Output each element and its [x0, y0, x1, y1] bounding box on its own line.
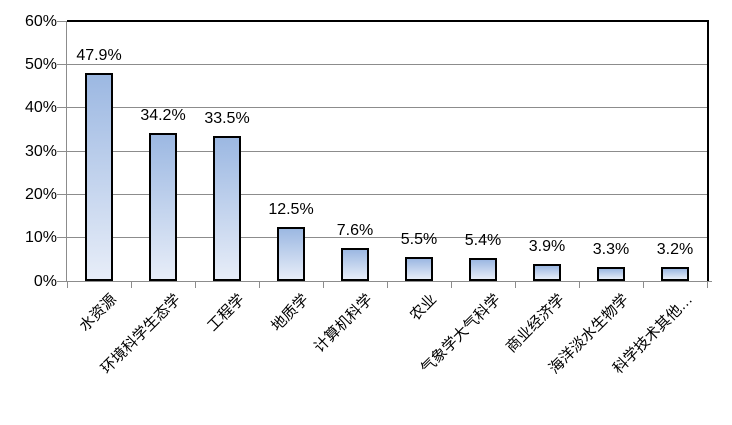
x-axis-tick — [515, 282, 516, 288]
bar-value-label-9: 3.3% — [592, 240, 630, 258]
bar-value-label-5: 7.6% — [336, 222, 374, 240]
y-axis-tick — [57, 150, 67, 152]
gridline — [67, 237, 707, 239]
gridline — [67, 63, 707, 65]
plot-area-border — [67, 20, 709, 281]
y-axis-tick-label: 60% — [24, 12, 57, 30]
x-axis-category-label-3: 工程学 — [204, 291, 249, 335]
x-axis-line — [66, 281, 712, 282]
y-axis-tick-label: 40% — [24, 99, 57, 117]
y-axis-tick-label: 10% — [24, 229, 57, 247]
bar-value-label-8: 3.9% — [528, 238, 566, 256]
x-axis-tick — [131, 282, 132, 288]
bar-9 — [597, 266, 625, 281]
gridline — [67, 107, 707, 109]
x-axis-category-label-8: 商业经济学 — [502, 291, 569, 357]
y-axis-tick — [57, 280, 67, 282]
bar-5 — [341, 248, 369, 281]
bar-10 — [661, 267, 689, 281]
bar-value-label-4: 12.5% — [268, 200, 314, 218]
bar-value-label-2: 34.2% — [140, 106, 186, 124]
bar-8 — [533, 264, 561, 281]
bar-7 — [469, 257, 497, 281]
bar-3 — [213, 135, 241, 281]
bar-1 — [85, 73, 113, 281]
y-axis-tick — [57, 193, 67, 195]
gridline — [67, 150, 707, 152]
bar-value-label-3: 33.5% — [204, 109, 250, 127]
x-axis-tick — [323, 282, 324, 288]
x-axis-tick — [707, 282, 708, 288]
bar-value-label-6: 5.5% — [400, 231, 438, 249]
x-axis-category-label-4: 地质学 — [268, 291, 313, 335]
x-axis-category-label-1: 水资源 — [76, 291, 121, 335]
y-axis-tick-label: 0% — [33, 272, 57, 290]
x-axis-category-label-6: 农业 — [406, 291, 441, 325]
y-axis-tick-label: 20% — [24, 185, 57, 203]
gridline — [67, 193, 707, 195]
x-axis-tick — [579, 282, 580, 288]
y-axis-tick — [57, 20, 67, 22]
x-axis-tick — [67, 282, 68, 288]
bar-value-label-7: 5.4% — [464, 231, 502, 249]
x-axis-category-label-5: 计算机科学 — [310, 291, 377, 357]
x-axis-tick — [451, 282, 452, 288]
y-axis-tick — [57, 63, 67, 65]
bar-2 — [149, 132, 177, 281]
bar-value-label-1: 47.9% — [76, 47, 122, 65]
y-axis-tick — [57, 107, 67, 109]
bar-6 — [405, 257, 433, 281]
x-axis-tick — [643, 282, 644, 288]
y-axis-tick — [57, 237, 67, 239]
y-axis-tick-label: 50% — [24, 55, 57, 73]
x-axis-tick — [195, 282, 196, 288]
x-axis-tick — [387, 282, 388, 288]
bar-value-label-10: 3.2% — [656, 241, 694, 259]
y-axis-tick-label: 30% — [24, 142, 57, 160]
bar-4 — [277, 226, 305, 281]
x-axis-tick — [259, 282, 260, 288]
